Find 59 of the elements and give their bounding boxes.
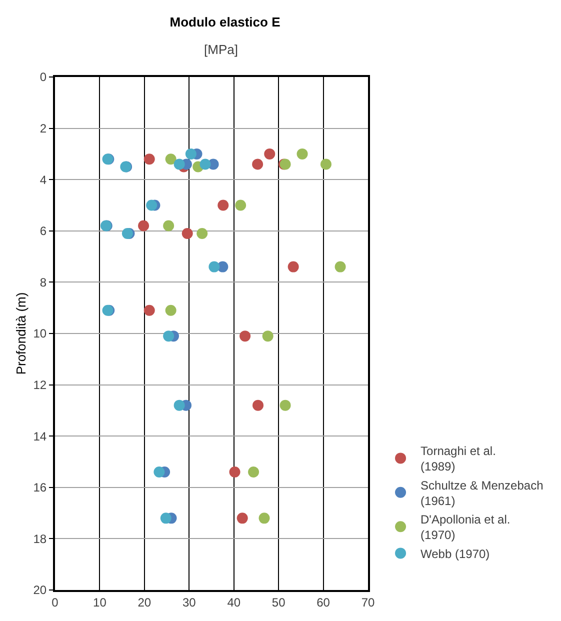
- y-axis-title: Profondità (m): [14, 292, 29, 375]
- chart-title: Modulo elastico E: [170, 14, 281, 30]
- point: [208, 261, 220, 272]
- point: [174, 158, 185, 170]
- point: [229, 466, 240, 478]
- x-tick-label: 0: [52, 595, 59, 610]
- legend-label: D'Apollonia et al. (1970): [420, 512, 510, 542]
- y-tick-label: 12: [33, 378, 47, 392]
- point: [240, 330, 251, 342]
- point: [320, 158, 332, 170]
- y-tick-label: 20: [33, 583, 47, 598]
- legend-label: Tornaghi et al. (1989): [420, 444, 496, 474]
- point: [334, 261, 346, 272]
- chart-subtitle: [MPa]: [204, 42, 238, 57]
- point: [264, 148, 276, 160]
- x-tick-label: 40: [227, 595, 241, 610]
- point: [154, 466, 165, 478]
- x-tick-label: 60: [316, 595, 330, 610]
- y-tick-label: 16: [33, 480, 47, 495]
- x-tick-label: 20: [138, 595, 152, 610]
- y-tick-label: 10: [33, 326, 47, 341]
- point: [174, 400, 185, 411]
- legend-label: Schultze & Menzebach (1961): [420, 478, 544, 508]
- point: [138, 220, 150, 232]
- point: [236, 512, 248, 524]
- point: [280, 400, 291, 411]
- point: [235, 200, 246, 211]
- point: [252, 158, 264, 170]
- y-tick-label: 18: [33, 532, 47, 546]
- x-tick-label: 30: [182, 595, 196, 610]
- x-tick-label: 70: [361, 595, 375, 610]
- y-tick-label: 6: [40, 224, 47, 238]
- y-tick-label: 14: [33, 429, 47, 444]
- y-tick-label: 4: [40, 172, 47, 187]
- point: [185, 148, 196, 160]
- point: [262, 330, 274, 342]
- point: [146, 200, 158, 211]
- point: [248, 466, 260, 478]
- point: [258, 512, 270, 524]
- y-tick-label: 0: [40, 70, 47, 84]
- point: [182, 228, 193, 239]
- point: [144, 304, 155, 316]
- point: [165, 154, 176, 165]
- x-tick-label: 10: [93, 595, 107, 610]
- point: [160, 512, 172, 524]
- point: [163, 330, 174, 342]
- y-tick-label: 2: [40, 122, 47, 136]
- point: [218, 200, 229, 211]
- point: [296, 148, 308, 160]
- point: [163, 220, 174, 232]
- legend-label: Webb (1970): [420, 546, 490, 561]
- x-tick-label: 50: [272, 595, 286, 610]
- point: [196, 228, 208, 239]
- point: [165, 304, 176, 316]
- point: [288, 261, 299, 272]
- y-tick-label: 8: [40, 275, 47, 290]
- point: [200, 158, 211, 170]
- point: [252, 400, 264, 411]
- point: [144, 154, 155, 165]
